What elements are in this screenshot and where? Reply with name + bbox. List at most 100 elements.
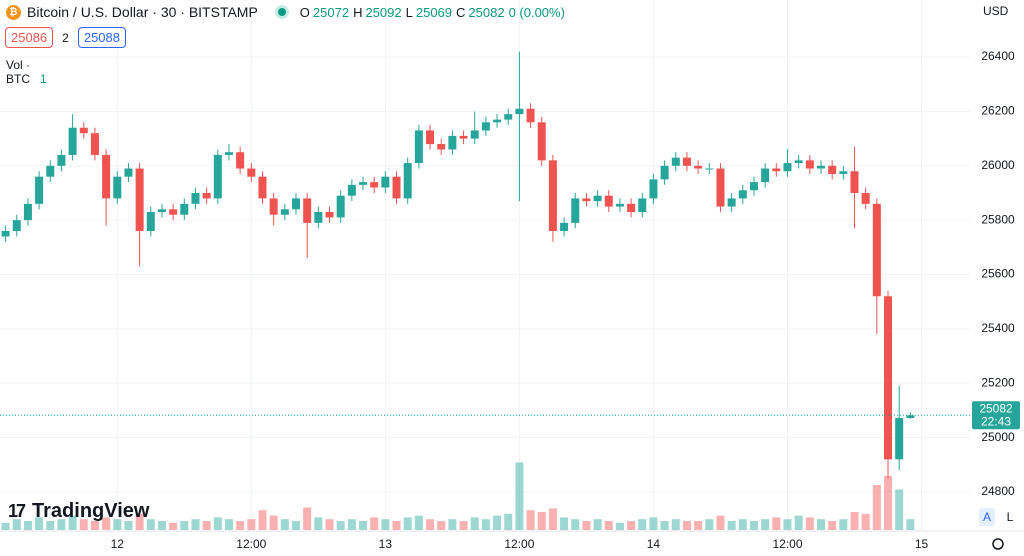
volume-bar [794,515,803,530]
auto-scale-button[interactable]: A [979,508,995,526]
x-tick-label: 13 [379,537,393,551]
volume-bar [392,521,401,530]
candle-body [794,160,803,164]
ask[interactable]: 25088 [77,27,126,48]
candle-body [571,198,580,223]
candle-body [515,108,524,115]
candle-body [303,198,312,223]
volume-bar [35,517,44,530]
volume-bar [850,512,859,530]
volume-bar [202,521,211,530]
volume-bar [79,519,88,530]
y-tick-label: 26400 [981,49,1015,63]
volume-bar [102,517,111,530]
volume-bar [470,517,479,530]
candle-body [1,231,10,237]
volume-legend: Vol · BTC 1 [6,58,47,86]
volume-bar [359,521,368,530]
volume-bar [884,476,893,530]
volume-bar [481,519,490,530]
candle-body [46,165,55,177]
logo: 17 TradingView [8,500,149,523]
symbol-icon: ₿ [6,4,21,20]
candle-body [280,209,289,215]
volume-label: Vol · BTC [6,58,31,86]
volume-bar [258,510,267,530]
candle-body [12,220,21,232]
candle-body [336,195,345,218]
y-tick-label: 25400 [981,321,1015,335]
candle-body [68,127,77,155]
candle-body [79,127,88,134]
candle-body [169,209,178,215]
candle-body [604,195,613,207]
last-price-box [972,401,1020,430]
volume-bar [1,522,10,530]
y-tick-label: 26200 [981,104,1015,118]
chart-title[interactable]: Bitcoin / U.S. Dollar · 30 · BITSTAMP [27,4,258,20]
volume-bar [213,517,222,530]
volume-bar [861,513,870,530]
candle-body [861,192,870,204]
candle-body [135,168,144,232]
candle-body [660,165,669,180]
x-tick-label: 12:00 [504,537,534,551]
candle-body [236,152,245,169]
ohlc-label: H [353,4,363,20]
candle-body [113,176,122,199]
volume-bar [347,519,356,530]
volume-bar [493,515,502,530]
candle-body [325,212,334,218]
candle-body [671,157,680,166]
candle-body [180,203,189,215]
candle-body [839,171,848,174]
candle-body [705,168,714,170]
y-tick-label: 25600 [981,267,1015,281]
volume-bar [828,521,837,530]
candle-body [537,122,546,161]
candle-body [761,168,770,183]
volume-bar [526,510,535,530]
candle-body [884,296,893,460]
x-tick-label: 12 [111,537,125,551]
volume-bar [426,519,435,530]
volume-bar [772,517,781,530]
candle-body [124,168,133,177]
candle-body [481,122,490,131]
volume-bar [23,521,32,530]
volume-bar [90,521,99,530]
candle-body [157,209,166,212]
currency[interactable]: USD [983,4,1009,18]
volume-bar [716,515,725,530]
volume-bar [68,515,77,530]
volume-bar [582,521,591,530]
volume-bar [224,519,233,530]
candle-body [906,415,915,419]
candle-body [682,157,691,166]
volume-bar [671,519,680,530]
candle-body [370,182,379,188]
volume-bar [537,512,546,530]
log-scale-button[interactable]: L [1006,510,1014,524]
candle-body [872,203,881,297]
market-status [277,8,286,16]
candle-body [593,195,602,202]
candle-body [805,160,814,169]
candle-body [582,198,591,202]
volume-bar [437,521,446,530]
x-tick-label: 14 [647,537,661,551]
x-tick-label: 12:00 [236,537,266,551]
volume-bar [370,517,379,530]
candle-body [392,176,401,199]
ohlc-value: 25082 [468,4,505,20]
candle-body [102,154,111,199]
candle-body [772,168,781,172]
candle-body [895,418,904,460]
ohlc-label: L [405,4,413,20]
candle-body [727,198,736,207]
volume-bar [872,485,881,530]
candle-body [426,130,435,145]
volume-bar [649,517,658,530]
bid[interactable]: 25086 [5,27,54,48]
